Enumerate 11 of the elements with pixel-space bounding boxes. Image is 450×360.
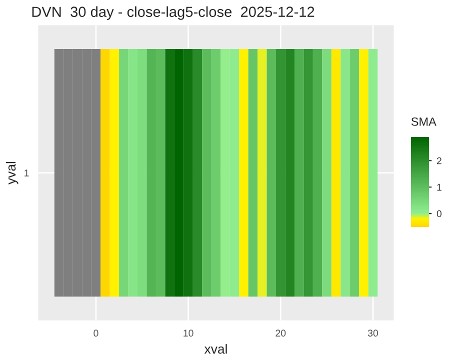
y-axis-title: yval [6, 162, 18, 184]
x-tick-label: 0 [94, 330, 98, 337]
x-tick-label: 30 [368, 330, 378, 337]
color-bar-label: 0 [436, 210, 442, 218]
color-bar-title: SMA [411, 117, 436, 126]
x-tick-label: 10 [184, 330, 194, 337]
chart-title: DVN 30 day - close-lag5-close 2025-12-12 [32, 6, 314, 20]
x-tick-label: 20 [276, 330, 286, 337]
color-bar-label: 2 [436, 157, 442, 164]
x-axis-title: xval [204, 344, 227, 354]
color-bar-label: 1 [437, 184, 442, 191]
